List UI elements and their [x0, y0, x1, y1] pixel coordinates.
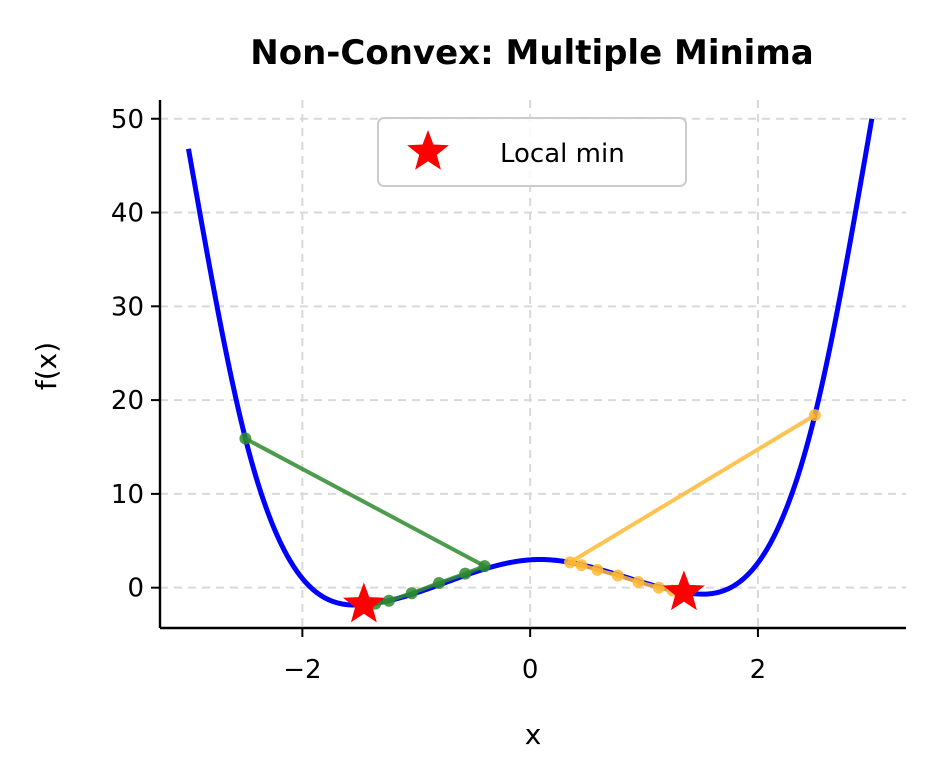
descent-point [478, 560, 491, 573]
local-minima-layer [342, 570, 705, 623]
descent-point [382, 594, 395, 607]
descent-point [611, 569, 624, 582]
descent-path-line [564, 413, 816, 595]
y-tick-label: 50 [111, 105, 144, 135]
legend: Local min [377, 117, 687, 187]
y-tick-label: 0 [127, 574, 144, 604]
chart-title: Non-Convex: Multiple Minima [250, 33, 813, 73]
descent-point [405, 587, 418, 600]
x-tick-label: 0 [522, 655, 539, 685]
descent-path-line [244, 436, 490, 607]
y-tick-label: 20 [111, 386, 144, 416]
y-tick-label: 10 [111, 480, 144, 510]
function-curve-layer [186, 118, 875, 608]
descent-point [564, 556, 577, 569]
x-ticks: −2 0 2 [283, 628, 766, 685]
descent-point [652, 581, 665, 594]
descent-point [239, 432, 252, 445]
y-ticks: 0 10 20 30 40 50 [111, 105, 160, 604]
grid [160, 100, 906, 628]
x-tick-label: 2 [750, 655, 767, 685]
descent-point [808, 409, 821, 422]
descent-point [459, 567, 472, 580]
y-tick-label: 40 [111, 199, 144, 229]
legend-label: Local min [500, 139, 625, 169]
local-min-marker [662, 570, 705, 611]
x-axis-label: x [525, 718, 542, 751]
descent-point [632, 576, 645, 589]
legend-box [377, 117, 687, 187]
descent-point [433, 576, 446, 589]
descent-point [575, 559, 588, 572]
x-tick-label: −2 [283, 655, 321, 685]
local-min-marker [342, 582, 385, 623]
legend-star-icon [407, 130, 449, 170]
y-tick-label: 30 [111, 292, 144, 322]
function-curve [186, 118, 875, 608]
y-axis-label: f(x) [30, 342, 63, 390]
descent-point [591, 563, 604, 576]
